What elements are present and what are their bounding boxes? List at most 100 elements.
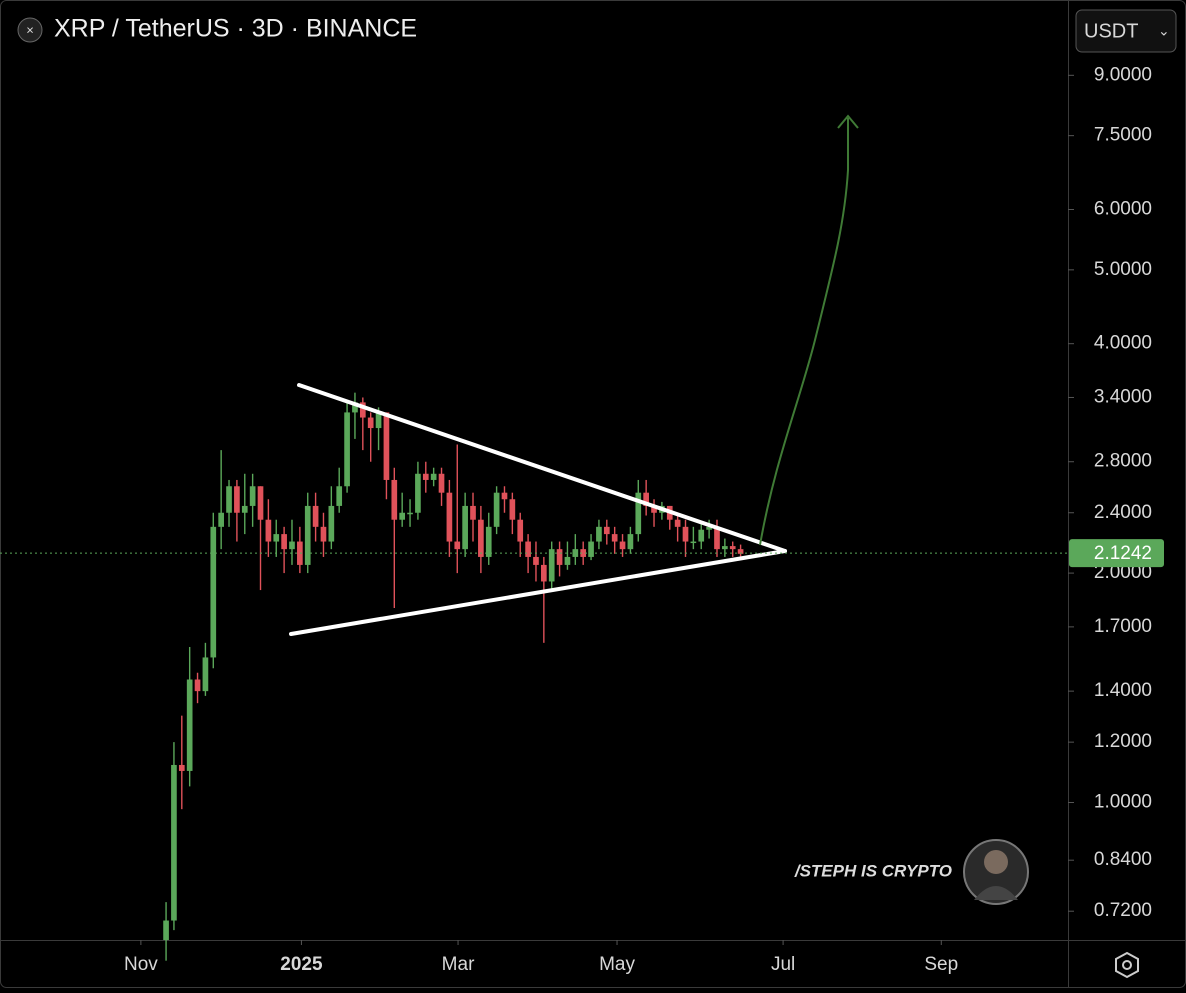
candle-body: [611, 534, 618, 542]
candle-body: [470, 505, 476, 520]
candle-body: [619, 541, 626, 550]
candle-body: [312, 505, 319, 527]
candle-body: [722, 546, 728, 550]
avatar-body: [974, 886, 1018, 900]
avatar-face: [984, 850, 1008, 874]
candle-body: [265, 519, 272, 542]
candle-body: [304, 505, 311, 565]
candle-body: [454, 541, 461, 550]
candle-body: [257, 486, 264, 520]
y-tick-label: 2.0000: [1094, 562, 1152, 583]
candle-body: [352, 402, 358, 413]
candle-body: [446, 492, 453, 542]
candle-body: [273, 534, 280, 542]
dropdown-caret[interactable]: ⌄: [1158, 23, 1170, 39]
candle-body: [171, 764, 177, 921]
candle-body: [690, 541, 697, 544]
arrow-head: [837, 114, 859, 129]
candle-body: [556, 549, 563, 565]
candle-body: [202, 657, 209, 692]
candle-body: [218, 512, 224, 527]
y-tick-label: 2.4000: [1094, 502, 1152, 523]
candle-body: [706, 526, 712, 530]
candle-body: [501, 492, 508, 500]
candle-body: [603, 526, 610, 535]
candle-body: [178, 764, 185, 771]
candle-body: [596, 526, 602, 542]
price-label: 2.1242: [1094, 543, 1152, 564]
candle-body: [249, 486, 256, 506]
candle-body: [320, 526, 327, 542]
candle-body: [234, 486, 240, 513]
y-tick-label: 5.0000: [1094, 259, 1152, 280]
y-tick-label: 0.7200: [1094, 900, 1152, 921]
y-tick-label: 4.0000: [1094, 333, 1152, 354]
price-label-bg: [1069, 539, 1164, 568]
chart-title: XRP / TetherUS · 3D · BINANCE: [54, 15, 417, 43]
y-tick-label: 3.4000: [1094, 386, 1152, 407]
currency-label[interactable]: USDT: [1084, 20, 1138, 42]
candle-body: [509, 499, 516, 520]
plot-area: [163, 392, 744, 961]
candle-body: [210, 526, 217, 658]
candle-body: [359, 402, 366, 418]
close-icon: ×: [26, 22, 34, 37]
candle-body: [383, 412, 390, 480]
candle-body: [344, 412, 350, 487]
candle-body: [533, 556, 539, 565]
candle-body: [289, 541, 295, 550]
candle-body: [407, 512, 413, 515]
x-tick-label: Nov: [124, 954, 158, 975]
candle-body: [517, 519, 524, 542]
candle-body: [525, 541, 531, 557]
trendline-lower: [289, 549, 787, 636]
x-tick-label: Mar: [442, 954, 475, 975]
candle-body: [328, 505, 335, 542]
candle-body: [635, 492, 642, 535]
candle-body: [548, 549, 555, 582]
candle-body: [478, 519, 484, 557]
candle-body: [375, 412, 382, 429]
settings-icon[interactable]: [1122, 960, 1132, 970]
watermark: /STEPH IS CRYPTO: [794, 861, 952, 880]
candle-body: [391, 479, 398, 520]
candle-body: [541, 564, 547, 582]
y-tick-label: 2.8000: [1094, 451, 1152, 472]
candle-body: [399, 512, 406, 520]
candle-body: [336, 486, 343, 506]
candle-body: [698, 529, 705, 542]
candle-body: [714, 526, 720, 550]
candle-body: [297, 541, 303, 565]
settings-button[interactable]: [1115, 951, 1139, 979]
y-tick-label: 9.0000: [1094, 64, 1152, 85]
candle-body: [367, 417, 374, 429]
x-tick-label: 2025: [280, 954, 323, 975]
candle-body: [682, 526, 689, 542]
candle-body: [729, 546, 736, 550]
candle-body: [627, 534, 634, 550]
y-tick-label: 7.5000: [1094, 125, 1152, 146]
x-tick-label: Sep: [924, 954, 958, 975]
candle-body: [281, 534, 287, 550]
y-tick-label: 6.0000: [1094, 199, 1152, 220]
candle-body: [462, 505, 468, 550]
trendline-upper: [297, 383, 787, 553]
symbol-icon: [17, 17, 43, 43]
y-tick-label: 1.4000: [1094, 680, 1152, 701]
candle-body: [430, 473, 437, 480]
currency-select[interactable]: [1075, 9, 1177, 53]
x-tick-label: Jul: [771, 954, 795, 975]
candle-body: [493, 492, 500, 527]
candle-body: [186, 679, 193, 771]
y-tick-label: 0.8400: [1094, 849, 1152, 870]
candle-body: [422, 473, 429, 480]
x-tick-label: May: [599, 954, 635, 975]
candle-body: [163, 920, 169, 940]
candle-body: [651, 505, 657, 513]
candle-body: [438, 473, 445, 493]
candle-body: [226, 486, 232, 513]
y-tick-label: 1.0000: [1094, 792, 1152, 813]
